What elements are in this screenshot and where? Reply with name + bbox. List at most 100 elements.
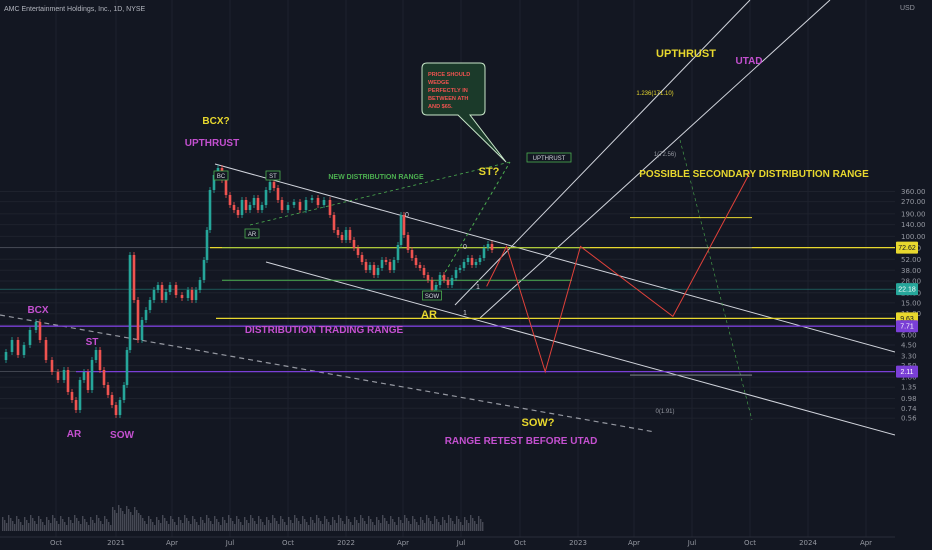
- volume-bar: [48, 520, 50, 531]
- candle-body: [418, 265, 422, 268]
- price-tick-label: 38.00: [901, 267, 921, 275]
- volume-bar: [336, 523, 338, 531]
- volume-bar: [422, 520, 424, 531]
- volume-bar: [300, 524, 302, 531]
- volume-bar: [162, 515, 164, 531]
- price-tick-label: 190.00: [901, 210, 926, 218]
- price-tick-label: 0.98: [901, 395, 917, 403]
- fib-label: 1(72.56): [654, 152, 676, 158]
- volume-bar: [394, 522, 396, 531]
- price-tag-label: 72.62: [898, 245, 916, 252]
- volume-bar: [268, 520, 270, 531]
- price-tick-label: 6.00: [901, 331, 917, 339]
- volume-bar: [178, 517, 180, 531]
- candle-body: [478, 258, 482, 262]
- candle-body: [292, 202, 296, 205]
- price-tick-label: 4.50: [901, 342, 917, 350]
- candle-body: [364, 262, 368, 270]
- volume-bar: [396, 525, 398, 531]
- price-tick-label: 52.00: [901, 256, 921, 264]
- price-axis[interactable]: 360.00270.00190.00140.00100.0072.0052.00…: [895, 0, 932, 550]
- time-tick-label: Apr: [628, 539, 640, 547]
- boxed-label-frame: [244, 228, 260, 239]
- fib-label: 1.236(171.10): [636, 91, 673, 97]
- volume-bar: [202, 520, 204, 531]
- candle-body: [344, 230, 348, 240]
- annotation-text: RANGE RETEST BEFORE UTAD: [445, 436, 598, 447]
- annotation-text: ST?: [479, 166, 500, 178]
- volume-bar: [374, 525, 376, 531]
- volume-bar: [30, 515, 32, 531]
- volume-bar: [188, 521, 190, 531]
- volume-bar: [250, 515, 252, 531]
- volume-bar: [112, 507, 114, 531]
- price-tick-label: 100.00: [901, 233, 926, 241]
- volume-bar: [210, 521, 212, 531]
- candle-body: [110, 395, 114, 405]
- annotation-text: NEW DISTRIBUTION RANGE: [328, 174, 424, 181]
- volume-bar: [308, 525, 310, 531]
- volume-bar: [406, 518, 408, 531]
- volume-bar: [106, 519, 108, 531]
- time-axis[interactable]: Oct 2021 Apr Jul Oct 2022 Apr Jul Oct 2023 Apr Jul O…: [0, 536, 895, 547]
- volume-bar: [2, 517, 4, 531]
- volume-bar: [472, 518, 474, 531]
- candle-body: [352, 240, 356, 248]
- volume-bar: [70, 520, 72, 531]
- volume-bar: [158, 520, 160, 531]
- volume-bar: [192, 516, 194, 531]
- chart-title: AMC Entertainment Holdings, Inc., 1D, NY…: [4, 6, 146, 13]
- volume-bar: [452, 521, 454, 531]
- volume-bar: [280, 516, 282, 531]
- volume-bar: [298, 521, 300, 531]
- volume-bar: [36, 524, 38, 531]
- time-tick-label: Jul: [456, 539, 466, 547]
- volume-bar: [244, 517, 246, 531]
- volume-bar: [180, 520, 182, 531]
- volume-bar: [272, 515, 274, 531]
- volume-bar: [166, 521, 168, 531]
- callout-text: AND $65.: [428, 104, 453, 110]
- volume-bar: [62, 519, 64, 531]
- candle-body: [248, 205, 252, 210]
- price-tick-label: 270.00: [901, 198, 926, 206]
- volume-bar: [156, 517, 158, 531]
- volume-bar: [126, 506, 128, 531]
- volume-bar: [442, 517, 444, 531]
- volume-bar: [128, 509, 130, 531]
- price-tag: [896, 241, 918, 254]
- candle-body: [252, 198, 256, 205]
- candle-body: [298, 202, 302, 210]
- volume-bar: [4, 520, 6, 531]
- candle-body: [236, 210, 240, 215]
- candle-body: [144, 310, 148, 320]
- boxed-label: SOW: [425, 294, 440, 300]
- volume-bar: [78, 521, 80, 531]
- boxed-label: ST: [269, 174, 277, 180]
- volume-bar: [468, 523, 470, 531]
- volume-bar: [290, 520, 292, 531]
- volume-bar: [384, 518, 386, 531]
- volume-bar: [438, 522, 440, 531]
- candle-body: [422, 268, 426, 275]
- time-tick-label: 2021: [107, 539, 125, 547]
- volume-bar: [292, 523, 294, 531]
- volume-bar: [286, 525, 288, 531]
- fib-label: 0(1.91): [655, 409, 674, 415]
- volume-bar: [262, 522, 264, 531]
- candle-body: [410, 250, 414, 258]
- volume-bar: [376, 517, 378, 531]
- candle-body: [322, 200, 326, 205]
- volume-bar: [378, 520, 380, 531]
- volume-bar: [328, 522, 330, 531]
- candle-body: [256, 198, 260, 210]
- volume-bar: [184, 515, 186, 531]
- candle-body: [160, 285, 164, 300]
- candle-body: [16, 340, 20, 355]
- volume-bar: [380, 523, 382, 531]
- volume-bar: [340, 518, 342, 531]
- annotation-text: UTAD: [735, 56, 762, 67]
- candle-body: [380, 260, 384, 268]
- volume-bar: [368, 516, 370, 531]
